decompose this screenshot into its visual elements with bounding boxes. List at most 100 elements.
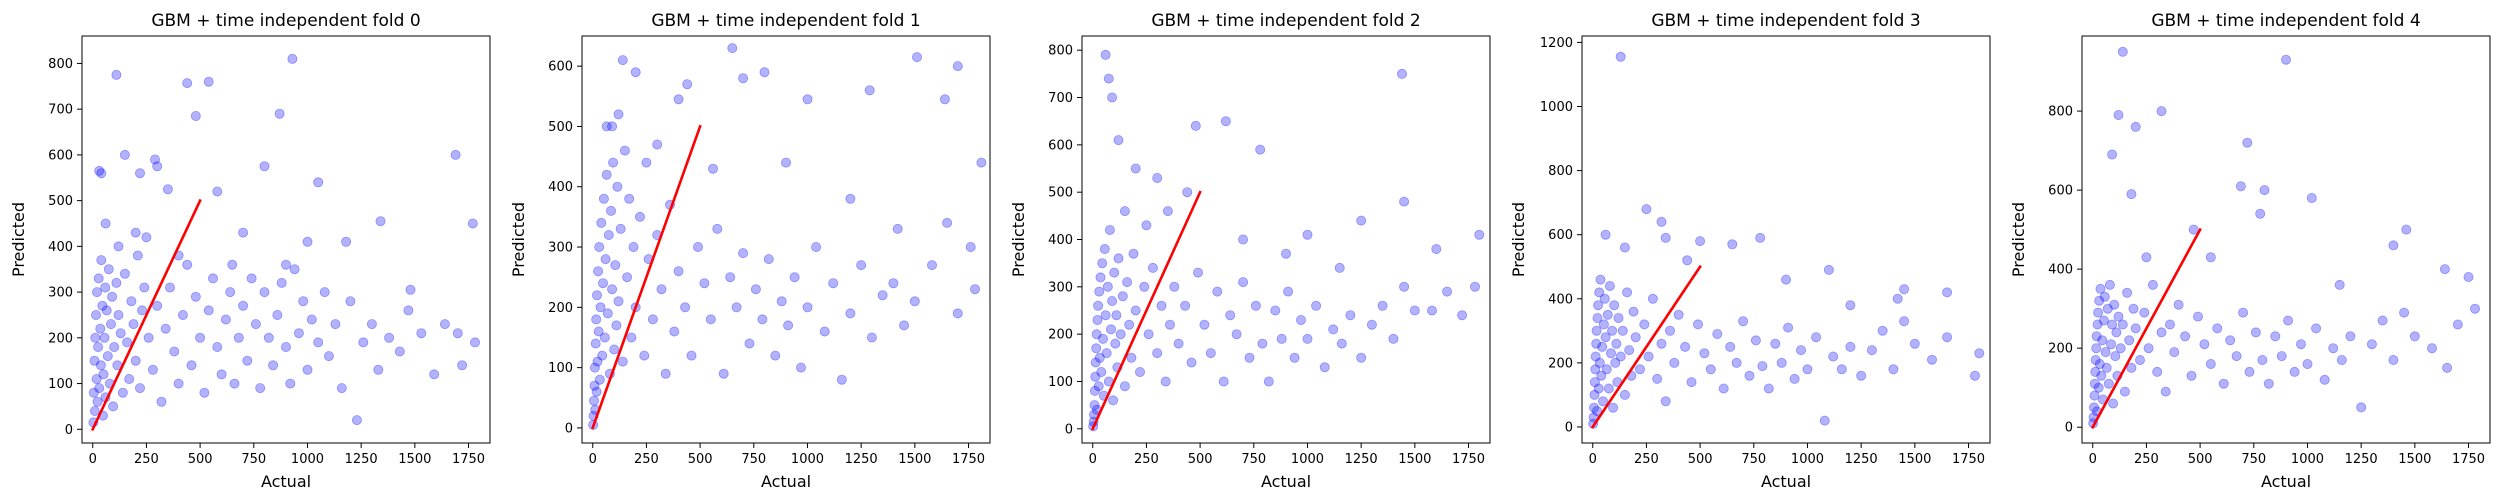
x-tick-label: 1750 bbox=[952, 452, 985, 467]
scatter-point bbox=[1311, 300, 1322, 311]
scatter-point bbox=[1111, 310, 1122, 321]
scatter-point bbox=[1302, 333, 1313, 344]
scatter-point bbox=[2089, 378, 2100, 389]
x-tick-label: 500 bbox=[688, 452, 713, 467]
scatter-point bbox=[1152, 172, 1163, 183]
scatter-point bbox=[1113, 135, 1124, 146]
scatter-point bbox=[802, 94, 813, 105]
x-tick-label: 250 bbox=[134, 452, 159, 467]
scatter-point bbox=[2147, 279, 2158, 290]
scatter-point bbox=[628, 241, 639, 252]
scatter-point bbox=[970, 284, 981, 295]
scatter-point bbox=[1596, 370, 1607, 381]
scatter-point bbox=[89, 405, 100, 416]
scatter-point bbox=[1660, 232, 1671, 243]
scatter-point bbox=[2103, 378, 2114, 389]
scatter-point bbox=[1152, 348, 1163, 359]
scatter-point bbox=[1263, 376, 1274, 387]
scatter-point bbox=[2117, 46, 2128, 57]
x-axis-label: Actual bbox=[261, 472, 311, 491]
scatter-point bbox=[1665, 325, 1676, 336]
subplots: 0 250 500 750 1000 1250 1500 175001002003004005… bbox=[9, 11, 2491, 491]
scatter-point bbox=[102, 351, 113, 362]
scatter-point bbox=[899, 320, 910, 331]
scatter-point bbox=[1656, 338, 1667, 349]
y-tick-label: 200 bbox=[1548, 356, 1573, 371]
y-tick-label: 700 bbox=[48, 103, 73, 118]
scatter-point bbox=[1218, 376, 1229, 387]
scatter-point bbox=[467, 218, 478, 229]
scatter-point bbox=[457, 360, 468, 371]
scatter-point bbox=[2366, 339, 2377, 350]
y-tick-label: 400 bbox=[2048, 263, 2073, 278]
scatter-point bbox=[2156, 106, 2167, 117]
scatter-point bbox=[1124, 319, 1135, 330]
scatter-point bbox=[591, 386, 602, 397]
scatter-point bbox=[92, 396, 103, 407]
scatter-point bbox=[302, 364, 313, 375]
scatter-point bbox=[384, 332, 395, 343]
scatter-point bbox=[1811, 332, 1822, 343]
scatter-point bbox=[1619, 389, 1630, 400]
scatter-point bbox=[1231, 329, 1242, 340]
scatter-point bbox=[2426, 343, 2437, 354]
scatter-point bbox=[1427, 305, 1438, 316]
scatter-point bbox=[1641, 204, 1652, 215]
scatter-point bbox=[1680, 341, 1691, 352]
subplot-3: 0 250 500 750 1000 1250 1500 1750 0 200 400 600 800 1… bbox=[1509, 11, 1991, 491]
scatter-point bbox=[594, 241, 605, 252]
scatter-point bbox=[128, 319, 139, 330]
scatter-point bbox=[1630, 332, 1641, 343]
y-axis-label: Predicted bbox=[509, 202, 528, 277]
scatter-point bbox=[1107, 295, 1118, 306]
scatter-point bbox=[615, 223, 626, 234]
scatter-point bbox=[630, 67, 641, 78]
scatter-point bbox=[593, 326, 604, 337]
scatter-point bbox=[1139, 281, 1150, 292]
scatter-point bbox=[351, 415, 362, 426]
scatter-point bbox=[1319, 362, 1330, 373]
scatter-point bbox=[1802, 364, 1813, 375]
scatter-point bbox=[2102, 303, 2113, 314]
scatter-point bbox=[1589, 377, 1600, 388]
scatter-point bbox=[635, 211, 646, 222]
scatter-point bbox=[259, 161, 270, 172]
scatter-point bbox=[682, 79, 693, 90]
scatter-point bbox=[152, 161, 163, 172]
x-tick-label: 250 bbox=[1134, 452, 1159, 467]
scatter-point bbox=[708, 163, 719, 174]
scatter-point bbox=[1097, 258, 1108, 269]
scatter-point bbox=[293, 328, 304, 339]
scatter-point bbox=[759, 67, 770, 78]
x-tick-label: 1250 bbox=[345, 452, 378, 467]
x-tick-label: 1000 bbox=[1791, 452, 1824, 467]
scatter-point bbox=[1652, 373, 1663, 384]
y-tick-label: 400 bbox=[1048, 233, 1073, 248]
scatter-point bbox=[96, 168, 107, 179]
scatter-point bbox=[93, 341, 104, 352]
scatter-point bbox=[91, 373, 102, 384]
scatter-point bbox=[2259, 185, 2270, 196]
scatter-point bbox=[1635, 364, 1646, 375]
scatter-point bbox=[152, 300, 163, 311]
scatter-point bbox=[394, 346, 405, 357]
scatter-point bbox=[190, 291, 201, 302]
scatter-point bbox=[776, 296, 787, 307]
scatter-point bbox=[2192, 311, 2203, 322]
scatter-point bbox=[101, 305, 112, 316]
scatter-point bbox=[313, 177, 324, 188]
scatter-point bbox=[727, 43, 738, 54]
scatter-point bbox=[2218, 378, 2229, 389]
scatter-point bbox=[2388, 240, 2399, 251]
scatter-point bbox=[1598, 396, 1609, 407]
scatter-point bbox=[2090, 354, 2101, 365]
x-tick-label: 500 bbox=[1688, 452, 1713, 467]
scatter-point bbox=[1122, 277, 1133, 288]
scatter-point bbox=[927, 260, 938, 271]
x-tick-label: 250 bbox=[2134, 452, 2159, 467]
scatter-point bbox=[731, 302, 742, 313]
scatter-point bbox=[1856, 370, 1867, 381]
scatter-point bbox=[607, 284, 618, 295]
scatter-point bbox=[98, 369, 109, 380]
scatter-point bbox=[113, 241, 124, 252]
